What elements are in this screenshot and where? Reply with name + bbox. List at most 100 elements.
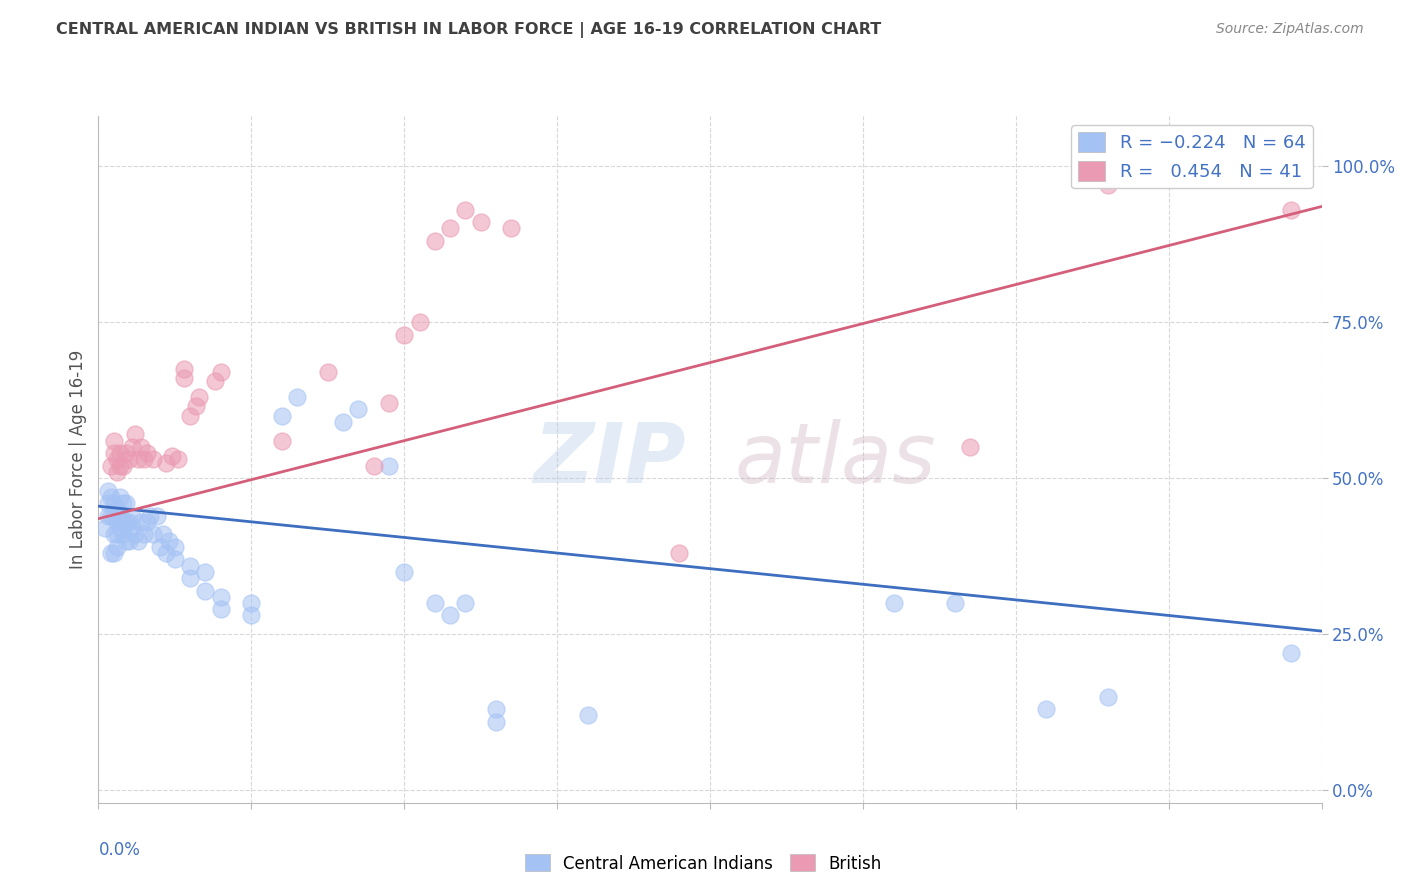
Point	[285, 390, 308, 404]
Point	[100, 546, 122, 560]
Point	[97, 483, 120, 498]
Point	[173, 371, 195, 385]
Point	[316, 365, 339, 379]
Point	[121, 521, 143, 535]
Point	[136, 515, 159, 529]
Point	[883, 596, 905, 610]
Point	[173, 362, 195, 376]
Point	[1035, 702, 1057, 716]
Point	[105, 502, 128, 516]
Point	[270, 434, 292, 448]
Point	[270, 409, 292, 423]
Point	[121, 508, 143, 523]
Point	[124, 527, 146, 541]
Point	[485, 702, 508, 716]
Point	[454, 202, 477, 217]
Point	[105, 540, 128, 554]
Point	[124, 427, 146, 442]
Point	[1097, 690, 1119, 704]
Point	[100, 508, 122, 523]
Point	[179, 558, 201, 573]
Point	[1097, 178, 1119, 192]
Text: CENTRAL AMERICAN INDIAN VS BRITISH IN LABOR FORCE | AGE 16-19 CORRELATION CHART: CENTRAL AMERICAN INDIAN VS BRITISH IN LA…	[56, 22, 882, 38]
Point	[129, 515, 152, 529]
Text: ZIP: ZIP	[533, 419, 686, 500]
Point	[167, 452, 190, 467]
Point	[108, 490, 131, 504]
Point	[111, 458, 134, 473]
Point	[378, 396, 401, 410]
Point	[240, 608, 263, 623]
Point	[204, 375, 226, 389]
Point	[240, 596, 263, 610]
Point	[470, 215, 492, 229]
Point	[152, 527, 174, 541]
Point	[105, 515, 128, 529]
Point	[1279, 646, 1302, 660]
Point	[103, 527, 125, 541]
Point	[134, 527, 156, 541]
Point	[108, 521, 131, 535]
Point	[194, 583, 217, 598]
Point	[378, 458, 401, 473]
Point	[194, 565, 217, 579]
Point	[111, 527, 134, 541]
Point	[142, 452, 165, 467]
Point	[103, 508, 125, 523]
Point	[115, 533, 138, 548]
Text: atlas: atlas	[734, 419, 936, 500]
Point	[121, 440, 143, 454]
Point	[129, 440, 152, 454]
Point	[127, 452, 149, 467]
Point	[108, 458, 131, 473]
Point	[668, 546, 690, 560]
Point	[105, 452, 128, 467]
Point	[363, 458, 385, 473]
Point	[103, 496, 125, 510]
Point	[97, 496, 120, 510]
Legend: R = −0.224   N = 64, R =   0.454   N = 41: R = −0.224 N = 64, R = 0.454 N = 41	[1071, 125, 1313, 188]
Point	[439, 608, 461, 623]
Point	[118, 452, 141, 467]
Point	[179, 571, 201, 585]
Point	[163, 540, 186, 554]
Point	[423, 234, 446, 248]
Point	[142, 527, 165, 541]
Point	[392, 327, 416, 342]
Point	[105, 465, 128, 479]
Point	[155, 456, 177, 470]
Point	[127, 533, 149, 548]
Point	[118, 515, 141, 529]
Point	[157, 533, 180, 548]
Point	[108, 508, 131, 523]
Point	[139, 508, 162, 523]
Point	[111, 515, 134, 529]
Point	[160, 450, 183, 464]
Point	[209, 365, 232, 379]
Point	[1279, 202, 1302, 217]
Point	[149, 540, 172, 554]
Point	[97, 508, 120, 523]
Y-axis label: In Labor Force | Age 16-19: In Labor Force | Age 16-19	[69, 350, 87, 569]
Point	[115, 496, 138, 510]
Point	[108, 446, 131, 460]
Point	[103, 446, 125, 460]
Point	[408, 315, 430, 329]
Point	[392, 565, 416, 579]
Text: 0.0%: 0.0%	[98, 840, 141, 859]
Point	[454, 596, 477, 610]
Legend: Central American Indians, British: Central American Indians, British	[517, 847, 889, 880]
Point	[332, 415, 354, 429]
Point	[179, 409, 201, 423]
Point	[959, 440, 981, 454]
Point	[155, 546, 177, 560]
Point	[103, 434, 125, 448]
Point	[576, 708, 599, 723]
Point	[115, 446, 138, 460]
Point	[111, 496, 134, 510]
Point	[100, 458, 122, 473]
Point	[145, 508, 167, 523]
Point	[943, 596, 966, 610]
Point	[118, 533, 141, 548]
Point	[188, 390, 211, 404]
